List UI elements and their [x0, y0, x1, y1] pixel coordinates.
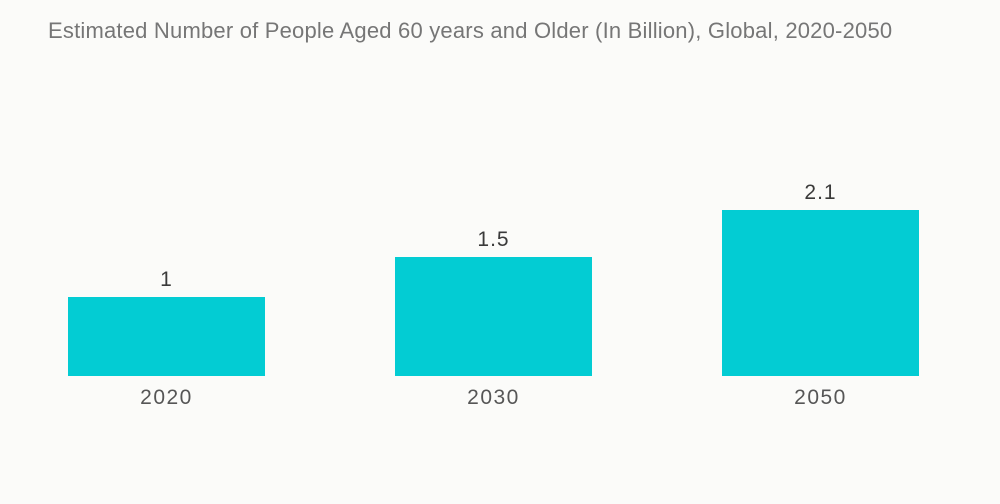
bar-value-label-2030: 1.5: [477, 228, 510, 251]
bar-group-2050: 2.1 2050: [722, 182, 919, 410]
bar-value-label-2050: 2.1: [804, 181, 837, 204]
bar-group-2020: 1 2020: [68, 269, 265, 410]
chart-title: Estimated Number of People Aged 60 years…: [48, 18, 893, 43]
category-label-2020: 2020: [140, 386, 193, 409]
category-label-2030: 2030: [467, 386, 520, 409]
bar-2050: [722, 210, 919, 376]
bar-value-label-2020: 1: [160, 268, 173, 291]
category-label-2050: 2050: [794, 386, 847, 409]
bar-2030: [395, 257, 592, 376]
bar-chart-plot: 1 2020 1.5 2030 2.1 2050: [68, 182, 919, 410]
bar-2020: [68, 297, 265, 376]
bar-group-2030: 1.5 2030: [395, 229, 592, 410]
